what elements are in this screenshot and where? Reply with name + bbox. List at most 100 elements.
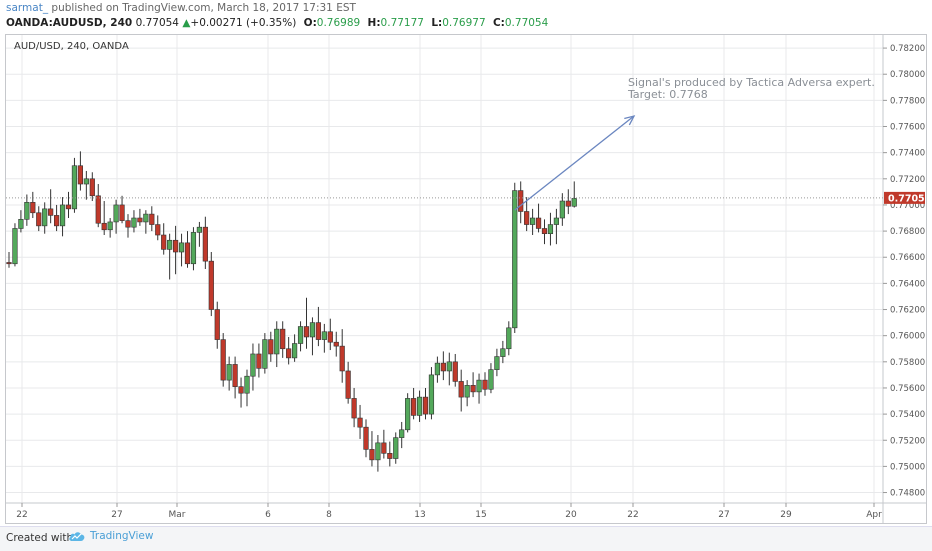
last-price-tag-label: 0.77054 <box>888 193 926 204</box>
tradingview-label: TradingView <box>90 530 154 542</box>
candle-down <box>470 385 476 393</box>
candle-down <box>327 331 333 343</box>
x-tick-label: 22 <box>627 510 638 520</box>
candle-down <box>363 426 369 450</box>
close-label: C: <box>492 17 505 29</box>
candle-down <box>232 364 238 387</box>
y-tick-label: 0.77200 <box>890 175 925 185</box>
y-tick-label: 0.77000 <box>890 201 925 211</box>
cloud-logo-icon <box>69 532 85 541</box>
candle-up <box>107 221 113 231</box>
high-value: 0.77177 <box>380 17 424 29</box>
signal-arrow <box>514 115 636 211</box>
candle-down <box>541 228 548 235</box>
candle-down <box>518 190 524 212</box>
candle-up <box>512 190 518 329</box>
candle-up <box>167 239 173 250</box>
time-axis: 22 27 Mar 6 8 13 15 20 22 27 29 Apr <box>16 503 882 520</box>
candle-up <box>42 208 48 227</box>
chart-frame[interactable]: 0.78200 0.78000 0.77800 0.77600 0.77400 0.772… <box>5 34 927 524</box>
publish-info: sarmat_ published on TradingView.com, Ma… <box>6 2 356 14</box>
candle-up <box>553 217 559 225</box>
y-tick-label: 0.78000 <box>890 70 925 80</box>
y-tick-label: 0.75800 <box>890 358 925 368</box>
open-label: O: <box>303 17 317 29</box>
x-tick-label: 13 <box>414 510 425 520</box>
candle-up <box>226 364 232 381</box>
candle-down <box>77 165 83 185</box>
candle-up <box>196 226 203 233</box>
candle-down <box>149 213 155 225</box>
low-value: 0.76977 <box>442 17 486 29</box>
x-tick-label: 29 <box>780 510 792 520</box>
candle-down <box>137 217 143 223</box>
candle-down <box>256 353 262 369</box>
candle-down <box>173 239 179 253</box>
candle-down <box>161 234 167 250</box>
candle-down <box>333 341 339 347</box>
candle-up <box>559 200 565 219</box>
candle-up <box>262 339 268 369</box>
candle-down <box>125 220 131 228</box>
symbol-label: OANDA:AUDUSD, 240 <box>6 17 133 29</box>
y-tick-label: 0.77400 <box>890 149 925 159</box>
candle-down <box>339 345 345 372</box>
candle-down <box>303 326 310 338</box>
close-value: 0.77054 <box>504 17 549 29</box>
candle-down <box>220 339 226 381</box>
open-value: 0.76989 <box>316 17 361 29</box>
high-label: H: <box>367 17 381 29</box>
price-change: +0.00271 (+0.35%) <box>190 17 297 29</box>
candle-up <box>250 353 256 377</box>
y-tick-label: 0.75000 <box>890 462 925 472</box>
candle-down <box>286 348 292 359</box>
candle-down <box>345 370 351 399</box>
y-tick-label: 0.75400 <box>890 410 925 420</box>
candle-down <box>65 204 72 210</box>
author-link[interactable]: sarmat_ <box>6 2 49 14</box>
last-price-tag-bg <box>884 191 925 204</box>
x-tick-label: 27 <box>718 510 729 520</box>
x-tick-label: Apr <box>866 510 882 520</box>
candle-down <box>89 178 95 197</box>
y-tick-label: 0.77600 <box>890 123 925 133</box>
candle-down <box>268 339 274 355</box>
candle-down <box>452 361 458 382</box>
candle-down <box>524 211 530 225</box>
candle-down <box>440 362 446 372</box>
footer: Created with TradingView <box>0 526 932 551</box>
x-tick-label: 20 <box>565 510 577 520</box>
candle-down <box>482 379 488 390</box>
candle-up <box>274 328 280 355</box>
grid <box>6 35 883 503</box>
candle-up <box>529 217 536 225</box>
signal-arrow-line <box>514 115 635 211</box>
y-tick-label: 0.76800 <box>890 227 925 237</box>
y-tick-label: 0.75600 <box>890 384 925 394</box>
signal-annotation-line-2: Target: 0.7768 <box>627 88 708 101</box>
candle-down <box>369 449 375 461</box>
up-arrow-icon: ▲ <box>182 17 191 29</box>
y-tick-label: 0.74800 <box>890 489 925 499</box>
candle-up <box>416 396 423 416</box>
y-tick-label: 0.77800 <box>890 96 925 106</box>
candle-down <box>119 204 125 221</box>
tradingview-logo[interactable]: TradingView <box>68 530 153 542</box>
candle-up <box>393 437 399 459</box>
candle-up <box>571 198 577 207</box>
candle-up <box>464 385 470 398</box>
x-tick-label: 6 <box>265 510 271 520</box>
candle-up <box>446 361 452 372</box>
price-chart[interactable]: 0.78200 0.78000 0.77800 0.77600 0.77400 0.772… <box>6 35 926 523</box>
publish-text: published on TradingView.com, March 18, … <box>48 2 356 14</box>
candle-down <box>214 309 220 340</box>
candle-down <box>202 226 208 262</box>
candle-down <box>95 195 101 224</box>
x-tick-label: 22 <box>16 510 27 520</box>
candle-up <box>428 374 435 415</box>
candle-up <box>434 362 441 376</box>
candle-up <box>547 224 554 235</box>
candle-down <box>565 200 571 207</box>
candle-up <box>24 202 30 220</box>
created-with-text: Created with <box>6 532 74 544</box>
